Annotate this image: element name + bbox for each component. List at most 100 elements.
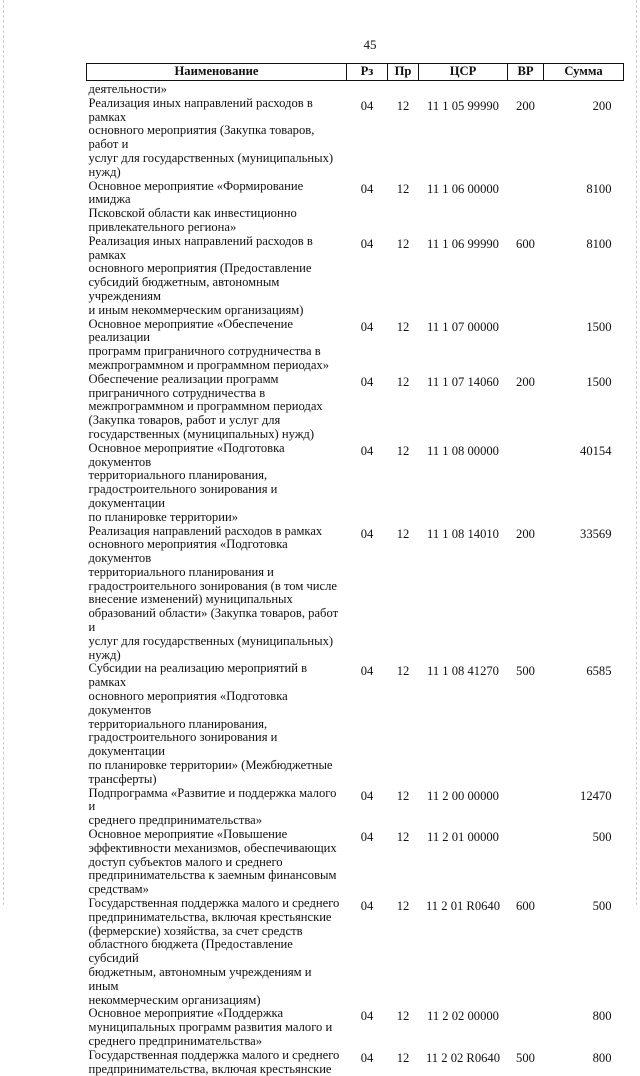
row-sum: 12470	[580, 788, 612, 803]
row-name: Реализация иных направлений расходов в р…	[88, 233, 313, 317]
table-row: Основное мероприятие «Обеспечение реализ…	[87, 316, 624, 373]
row-sum: 200	[592, 98, 612, 113]
row-pr: 12	[396, 1050, 410, 1065]
page-number: 45	[363, 37, 377, 52]
row-sum: 800	[592, 1009, 612, 1024]
row-csr: 11 2 00 00000	[427, 788, 499, 803]
table-row: Основное мероприятие «Подготовка докумен…	[87, 440, 624, 525]
table-row: Подпрограмма «Развитие и поддержка малог…	[87, 785, 624, 828]
row-vr: 500	[516, 1050, 535, 1065]
row-pr: 12	[396, 374, 410, 389]
row-sum: 1500	[586, 374, 612, 389]
row-sum: 33569	[580, 526, 612, 541]
header-rz: Рз	[346, 63, 388, 81]
row-vr: 200	[516, 526, 535, 541]
table-row: Государственная поддержка малого и средн…	[87, 1047, 624, 1076]
table-header: Наименование Рз Пр ЦСР ВР Сумма	[86, 63, 624, 81]
table-row: Обеспечение реализации программ приграни…	[87, 371, 624, 442]
row-pr: 12	[396, 98, 410, 113]
header-csr: ЦСР	[418, 63, 508, 81]
row-csr: 11 1 07 14060	[427, 374, 499, 389]
row-name: Основное мероприятие «Обеспечение реализ…	[88, 316, 330, 372]
row-sum: 500	[592, 899, 612, 914]
table-row: Субсидии на реализацию мероприятий в рам…	[87, 662, 624, 786]
header-name: Наименование	[86, 63, 347, 81]
row-rz: 04	[360, 526, 374, 541]
header-vr: ВР	[507, 63, 544, 81]
table-row: Основное мероприятие «Поддержка муниципа…	[87, 1006, 624, 1048]
row-name: Основное мероприятие «Поддержка муниципа…	[88, 1006, 333, 1048]
table-row: Реализация иных направлений расходов в р…	[87, 233, 624, 318]
row-csr: 11 1 08 14010	[427, 526, 499, 541]
row-rz: 04	[360, 236, 374, 251]
row-vr	[508, 180, 544, 235]
row-name: Подпрограмма «Развитие и поддержка малог…	[88, 785, 337, 828]
row-csr: 11 1 06 99990	[427, 236, 499, 251]
row-name: Реализация направлений расходов в рамках…	[88, 523, 339, 662]
row-pr: 12	[396, 664, 410, 679]
row-vr: 600	[516, 899, 535, 914]
row-csr: 11 1 06 00000	[427, 181, 499, 196]
row-name: Реализация иных направлений расходов в р…	[88, 95, 334, 179]
row-vr: 200	[516, 98, 535, 113]
row-name: Основное мероприятие «Подготовка докумен…	[88, 440, 285, 524]
row-sum: 1500	[586, 319, 612, 334]
row-pr: 12	[396, 443, 410, 458]
row-pr: 12	[396, 788, 410, 803]
table-row: Государственная поддержка малого и средн…	[87, 896, 624, 1007]
row-vr: 200	[516, 374, 535, 389]
row-vr	[508, 828, 544, 897]
row-sum: 40154	[580, 443, 612, 458]
row-name: Государственная поддержка малого и средн…	[88, 1047, 340, 1076]
row-name: Государственная поддержка малого и средн…	[88, 896, 340, 1007]
scan-edge	[636, 0, 637, 905]
row-rz: 04	[360, 1050, 374, 1065]
row-csr: 11 1 07 00000	[427, 319, 499, 334]
row-vr	[508, 318, 544, 373]
row-vr: 600	[516, 236, 535, 251]
row-pr: 12	[396, 899, 410, 914]
row-csr: 11 1 05 99990	[427, 98, 499, 113]
row-csr: 11 1 08 41270	[427, 664, 499, 679]
row-rz: 04	[360, 899, 374, 914]
row-pr: 12	[396, 236, 410, 251]
row-rz: 04	[360, 98, 374, 113]
row-csr: 11 2 02 00000	[427, 1009, 499, 1024]
row-name: Основное мероприятие «Формирование имидж…	[88, 178, 304, 234]
row-vr: 500	[516, 664, 535, 679]
row-pr: 12	[396, 830, 410, 845]
row-rz: 04	[360, 1009, 374, 1024]
header-sum: Сумма	[543, 63, 624, 81]
table-row: Основное мероприятие «Повышение эффектив…	[87, 827, 624, 897]
row-name: Основное мероприятие «Повышение эффектив…	[88, 827, 337, 897]
row-vr	[508, 787, 544, 828]
table-row: Реализация иных направлений расходов в р…	[87, 95, 624, 180]
row-name: Субсидии на реализацию мероприятий в рам…	[88, 661, 333, 786]
row-rz: 04	[360, 319, 374, 334]
row-name: Обеспечение реализации программ приграни…	[88, 371, 323, 441]
row-pr: 12	[396, 319, 410, 334]
row-csr: 11 2 01 00000	[427, 830, 499, 845]
row-rz: 04	[360, 664, 374, 679]
header-pr: Пр	[387, 63, 419, 81]
table-row: Основное мероприятие «Формирование имидж…	[87, 178, 624, 235]
continuation-text: деятельности»	[88, 82, 167, 96]
row-rz: 04	[360, 830, 374, 845]
row-sum: 800	[592, 1050, 612, 1065]
row-rz: 04	[360, 788, 374, 803]
row-pr: 12	[396, 1009, 410, 1024]
row-vr	[508, 442, 544, 525]
table-row: Реализация направлений расходов в рамках…	[87, 523, 624, 663]
row-pr: 12	[396, 526, 410, 541]
row-sum: 6585	[586, 664, 612, 679]
row-csr: 11 1 08 00000	[427, 443, 499, 458]
row-pr: 12	[396, 181, 410, 196]
row-csr: 11 2 01 R0640	[425, 899, 501, 914]
row-sum: 8100	[586, 181, 612, 196]
row-sum: 500	[592, 830, 612, 845]
budget-table: Наименование Рз Пр ЦСР ВР Сумма деятельн…	[86, 63, 624, 1076]
row-rz: 04	[360, 443, 374, 458]
row-rz: 04	[360, 374, 374, 389]
row-vr	[508, 1007, 544, 1048]
row-sum: 8100	[586, 236, 612, 251]
